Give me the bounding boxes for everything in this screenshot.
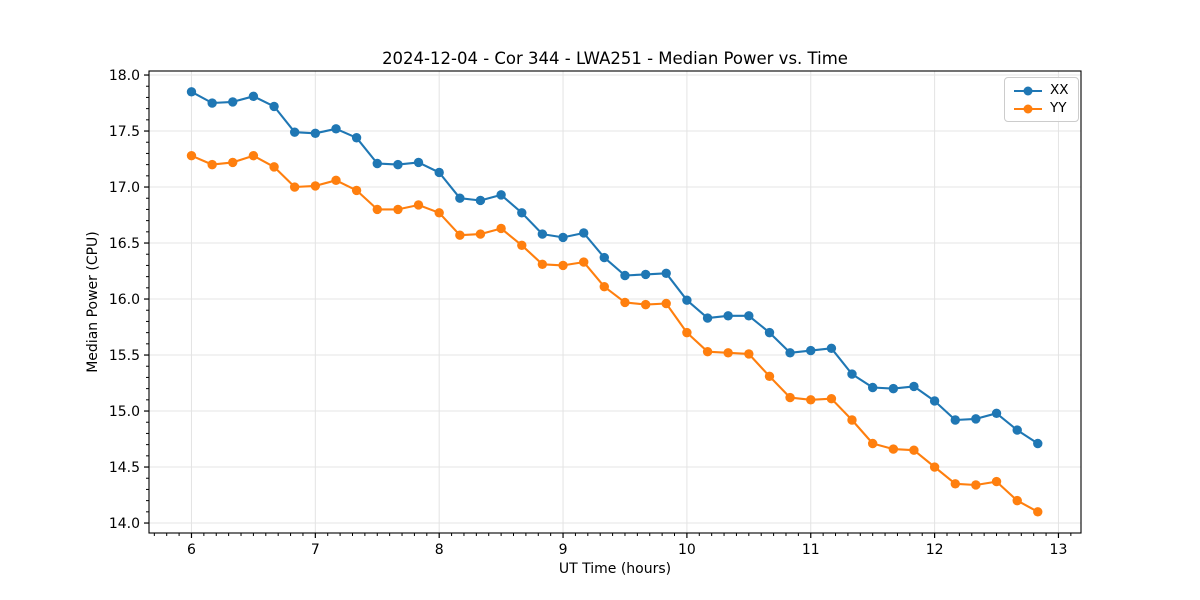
legend-line-marker-icon: [1014, 86, 1042, 95]
x-tick-label: 8: [435, 542, 444, 558]
y-tick-label: 18.0: [109, 68, 140, 84]
legend: XX YY: [1004, 77, 1079, 122]
chart-title: 2024-12-04 - Cor 344 - LWA251 - Median P…: [382, 49, 848, 68]
x-tick-label: 10: [678, 542, 696, 558]
y-tick-label: 16.5: [109, 236, 140, 252]
x-tick-label: 7: [311, 542, 320, 558]
y-tick-label: 17.0: [109, 180, 140, 196]
x-tick-label: 12: [926, 542, 944, 558]
y-tick-label: 15.0: [109, 404, 140, 420]
x-tick-label: 11: [802, 542, 820, 558]
y-tick-label: 17.5: [109, 124, 140, 140]
y-tick-label: 14.5: [109, 460, 140, 476]
x-axis-label: UT Time (hours): [558, 561, 672, 577]
legend-item-yy: YY: [1013, 101, 1069, 116]
legend-line-marker-icon: [1014, 104, 1042, 113]
legend-label: YY: [1050, 100, 1067, 116]
x-tick-label: 9: [559, 542, 568, 558]
legend-label: XX: [1050, 82, 1069, 98]
y-tick-label: 16.0: [109, 292, 140, 308]
y-tick-label: 14.0: [109, 516, 140, 532]
y-axis-label: Median Power (CPU): [85, 231, 101, 373]
y-tick-label: 15.5: [109, 348, 140, 364]
x-tick-label: 6: [187, 542, 196, 558]
x-tick-label: 13: [1050, 542, 1068, 558]
legend-item-xx: XX: [1013, 83, 1069, 98]
